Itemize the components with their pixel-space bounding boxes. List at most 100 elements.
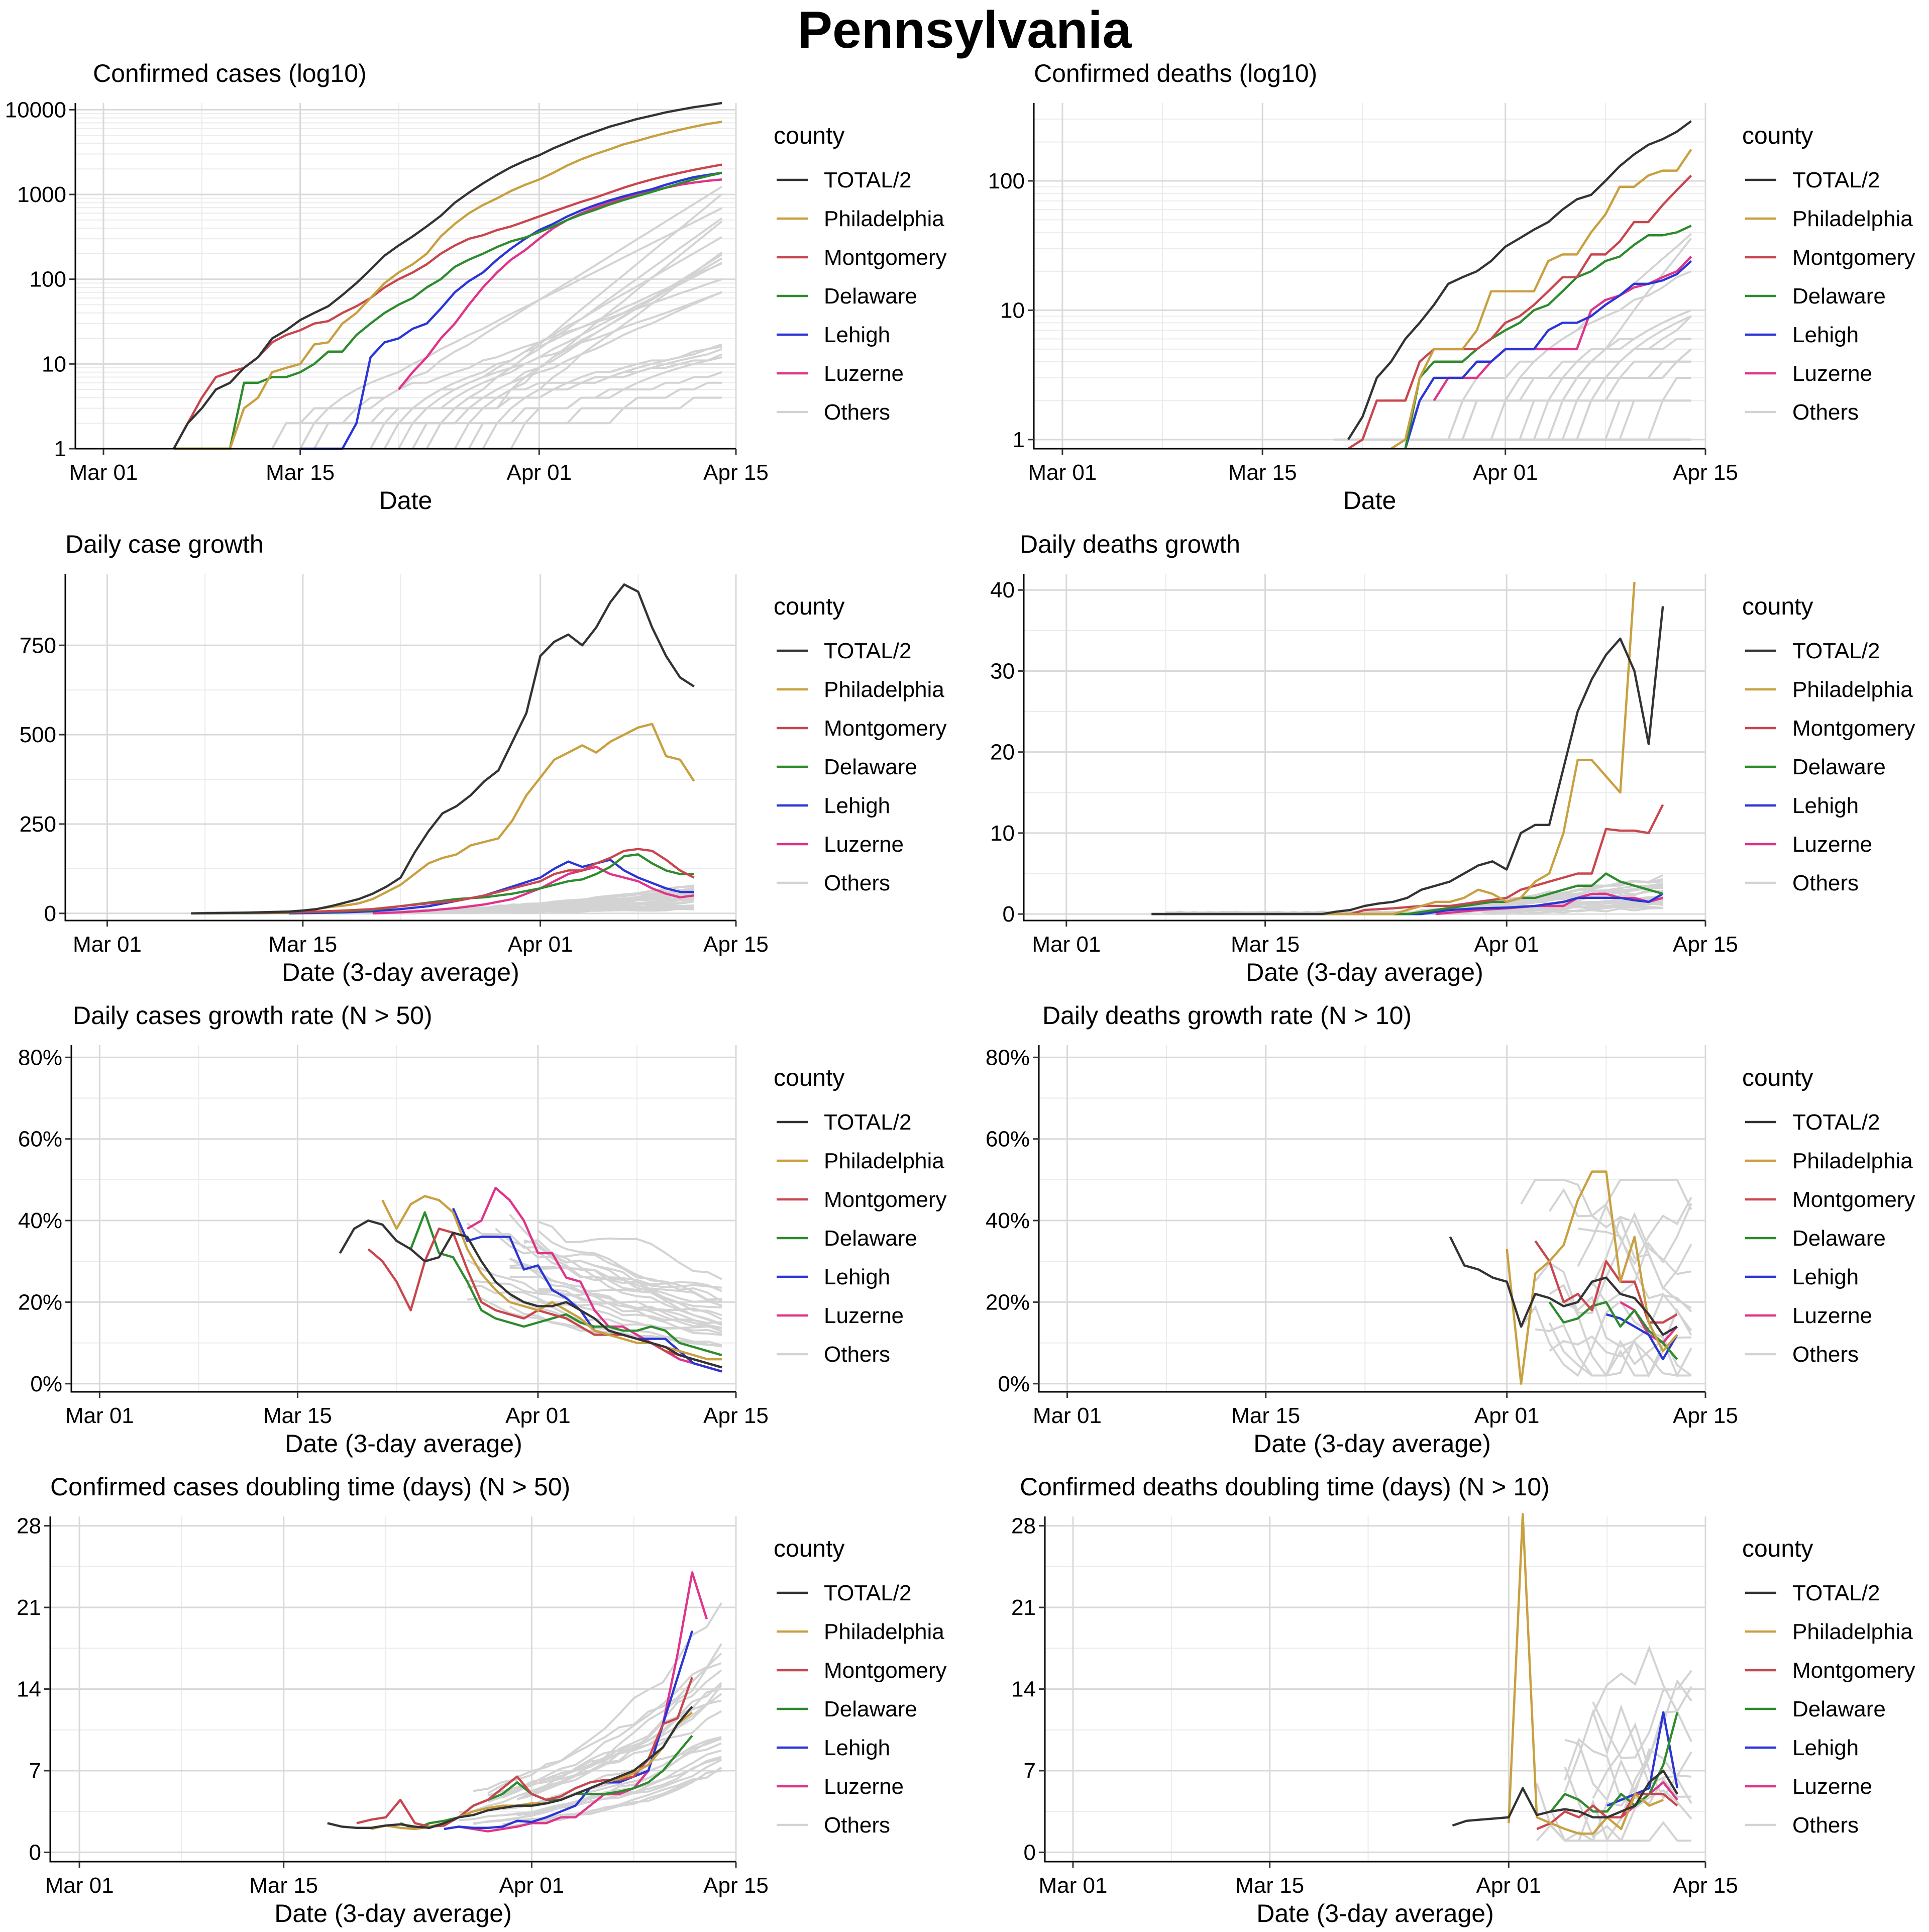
chart-deaths-rate: 0% 20% 40% 60% 80% Mar 01 Mar 15 Apr 01 Apr 15 Da…: [986, 1001, 1915, 1458]
series-line-philadelphia: [1506, 1170, 1678, 1385]
y-tick-label: 14: [17, 1677, 41, 1702]
legend-label: Delaware: [1792, 284, 1886, 309]
y-tick-label: 100: [988, 169, 1025, 193]
minor-gridlines: [1039, 1045, 1705, 1392]
y-tick-label: 7: [29, 1759, 41, 1783]
legend-label: Others: [824, 1342, 890, 1367]
legend: county TOTAL/2 Philadelphia Montgomery Delaw…: [774, 1536, 947, 1838]
legend: county TOTAL/2 Philadelphia Montgomery Delaw…: [774, 123, 947, 425]
legend-label: Philadelphia: [1792, 1149, 1913, 1173]
series-others: [1334, 233, 1692, 441]
y-tick-label: 1: [54, 437, 66, 461]
series-line-lehigh: [288, 858, 694, 915]
y-tick-label: 7: [1024, 1759, 1036, 1783]
x-tick-label: Apr 15: [1673, 460, 1738, 485]
legend-label: Montgomery: [824, 245, 947, 270]
x-tick-label: Mar 01: [45, 1873, 114, 1898]
series-line-lehigh: [1606, 1711, 1679, 1807]
series-line-montgomery: [367, 1228, 722, 1369]
legend: county TOTAL/2 Philadelphia Montgomery Delaw…: [1742, 123, 1915, 425]
legend-title: county: [774, 123, 844, 149]
legend-label: Others: [824, 871, 890, 895]
legend-label: Montgomery: [824, 1187, 947, 1212]
x-tick-label: Apr 01: [1474, 1403, 1540, 1428]
series-line-others: [473, 1602, 722, 1792]
series-line-others: [523, 1239, 722, 1289]
legend-label: Delaware: [824, 755, 917, 779]
x-tick-label: Mar 01: [1032, 932, 1101, 957]
series-line-others: [1548, 1178, 1692, 1217]
gridlines: [71, 1045, 737, 1392]
series-line-others: [426, 381, 722, 450]
legend-label: Luzerne: [1792, 1303, 1872, 1328]
series-line-others: [1564, 1739, 1692, 1804]
legend-label: Philadelphia: [824, 207, 944, 231]
legend-label: Montgomery: [1792, 245, 1915, 270]
chart-cases-log: 1 10 100 1000 10000 Mar 01 Mar 15 Apr 01 Apr 15 C…: [5, 59, 947, 515]
series-others: [230, 185, 723, 450]
y-tick-label: 0: [29, 1840, 41, 1865]
legend-label: Montgomery: [1792, 1658, 1915, 1683]
legend: county TOTAL/2 Philadelphia Montgomery Delaw…: [774, 1065, 947, 1367]
series-line-others: [300, 185, 723, 450]
legend: county TOTAL/2 Philadelphia Montgomery Delaw…: [1742, 1536, 1915, 1838]
x-tick-label: Mar 01: [1033, 1403, 1102, 1428]
chart-title: Confirmed cases doubling time (days) (N …: [50, 1473, 570, 1501]
series-line-others: [244, 345, 722, 450]
legend-title: county: [774, 1065, 844, 1091]
legend-label: Lehigh: [1792, 1265, 1859, 1289]
legend: county TOTAL/2 Philadelphia Montgomery Delaw…: [774, 593, 947, 895]
series-others: [458, 1602, 722, 1829]
y-tick-label: 40%: [986, 1208, 1030, 1233]
y-tick-label: 80%: [986, 1045, 1030, 1070]
y-tick-label: 28: [1011, 1514, 1036, 1539]
legend-label: Luzerne: [824, 1303, 904, 1328]
series-line-others: [1549, 1283, 1692, 1377]
chart-title: Daily deaths growth: [1020, 530, 1240, 558]
series-line-others: [244, 207, 722, 450]
legend-label: Others: [1792, 1342, 1859, 1367]
series-line-total-2: [1449, 1236, 1678, 1336]
legend-label: Delaware: [1792, 1226, 1886, 1251]
series-line-others: [1534, 399, 1691, 441]
legend-label: Delaware: [824, 1697, 917, 1721]
series-line-others: [467, 1285, 722, 1326]
y-tick-label: 0: [44, 901, 56, 926]
legend-label: Montgomery: [824, 716, 947, 741]
series-line-montgomery: [356, 1677, 694, 1828]
series-line-total-2: [327, 1705, 693, 1829]
series-line-others: [1592, 1670, 1692, 1759]
series-line-others: [1592, 1645, 1692, 1742]
gridlines: [1039, 1045, 1706, 1392]
legend-label: Lehigh: [1792, 1736, 1859, 1760]
legend-label: TOTAL/2: [824, 639, 911, 663]
x-axis-label: Date (3-day average): [282, 958, 519, 986]
legend-label: Others: [1792, 871, 1859, 895]
series-line-others: [426, 353, 722, 450]
x-axis-label: Date (3-day average): [1256, 1899, 1493, 1927]
series-line-others: [1520, 1300, 1692, 1377]
legend-label: Philadelphia: [824, 1149, 944, 1173]
legend-label: Delaware: [1792, 755, 1886, 779]
legend-label: Philadelphia: [1792, 677, 1913, 702]
legend-label: Montgomery: [1792, 1187, 1915, 1212]
series-line-others: [487, 1643, 722, 1794]
series-line-others: [1591, 1203, 1692, 1305]
gridlines: [1045, 1516, 1706, 1862]
x-tick-label: Apr 01: [1473, 460, 1538, 485]
legend-label: Lehigh: [1792, 793, 1859, 818]
series-line-others: [1564, 1766, 1691, 1842]
y-tick-label: 30: [990, 659, 1015, 683]
x-axis-label: Date (3-day average): [1253, 1430, 1490, 1458]
x-tick-label: Apr 15: [1673, 1873, 1738, 1898]
legend-label: TOTAL/2: [1792, 1581, 1880, 1605]
legend: county TOTAL/2 Philadelphia Montgomery Delaw…: [1742, 1065, 1915, 1367]
series-line-luzerne: [467, 1186, 722, 1373]
legend-label: Delaware: [1792, 1697, 1886, 1721]
chart-deaths-doubling: 0 7 14 21 28 Mar 01 Mar 15 Apr 01 Apr 15 Confirme…: [1011, 1473, 1915, 1927]
minor-gridlines: [65, 574, 736, 921]
x-axis-label: Date: [379, 486, 433, 515]
legend-label: TOTAL/2: [1792, 1110, 1880, 1135]
series-line-lehigh: [300, 171, 722, 450]
